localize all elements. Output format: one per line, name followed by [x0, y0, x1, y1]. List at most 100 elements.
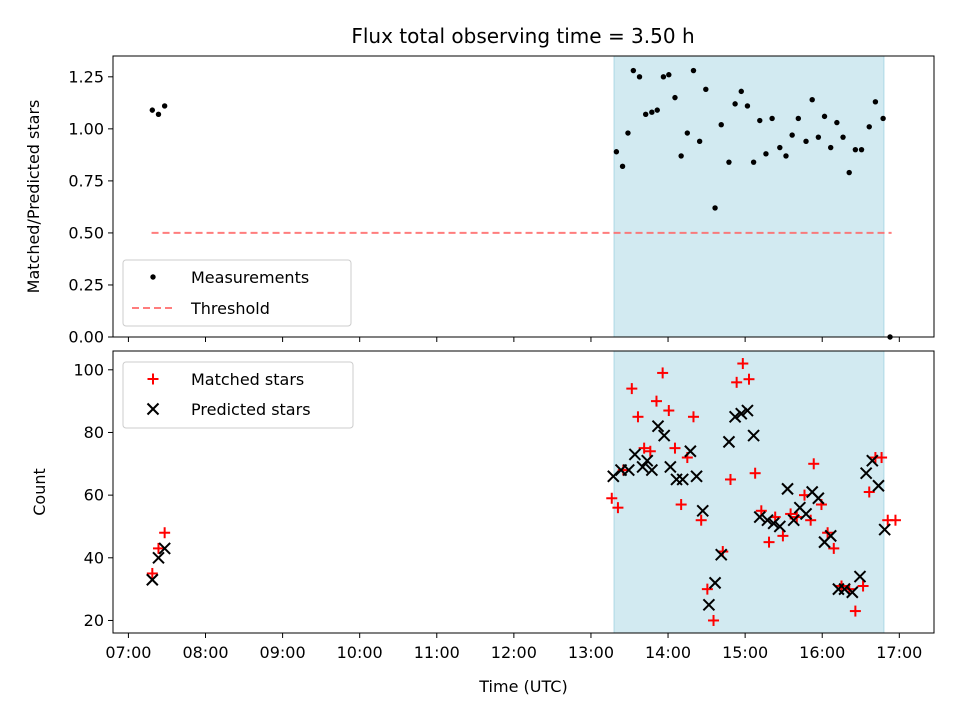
- bottom-panel: 20 40 60 80 100 07:00 08:00 09:00 10:00 11:00 12:…: [30, 350, 935, 696]
- top-ytick-label: 0.75: [68, 171, 104, 190]
- bottom-ytick-label: 100: [73, 360, 104, 379]
- measurement-point: [744, 103, 751, 109]
- measurement-point: [840, 134, 846, 140]
- measurement-point: [690, 67, 697, 74]
- predicted-star-point: [872, 479, 885, 492]
- bottom-ytick-label: 20: [84, 611, 104, 630]
- legend-matched-label: Matched stars: [191, 370, 304, 389]
- xtick-label: 08:00: [182, 643, 228, 662]
- measurement-point: [834, 119, 840, 126]
- predicted-star-point: [781, 482, 794, 496]
- predicted-star-point: [628, 448, 642, 461]
- top-observing-window-shade: [613, 55, 885, 338]
- legend-threshold-label: Threshold: [190, 299, 270, 318]
- predicted-star-point: [664, 460, 677, 474]
- measurement-point: [660, 74, 667, 80]
- measurement-point: [625, 130, 631, 136]
- predicted-star-point: [735, 407, 748, 420]
- bottom-ytick-label: 40: [84, 548, 104, 567]
- measurement-point: [783, 153, 789, 159]
- measurement-point: [795, 115, 802, 122]
- measurement-point: [636, 74, 643, 80]
- measurement-point: [846, 169, 852, 176]
- measurement-point: [866, 124, 872, 130]
- measurement-point: [872, 99, 879, 105]
- measurement-point: [678, 153, 684, 159]
- measurement-point: [649, 109, 655, 115]
- xtick-label: 16:00: [799, 643, 845, 662]
- predicted-star-point: [728, 410, 742, 424]
- predicted-star-point: [696, 504, 709, 518]
- measurement-point: [155, 111, 162, 117]
- predicted-star-point: [761, 513, 774, 527]
- xtick-label: 10:00: [337, 643, 383, 662]
- predicted-star-point: [812, 492, 825, 505]
- top-legend-box: [122, 259, 352, 327]
- xtick-label: 14:00: [645, 643, 691, 662]
- predicted-star-point: [708, 576, 722, 590]
- measurement-point: [769, 115, 775, 122]
- chart-title: Flux total observing time = 3.50 h: [351, 24, 694, 48]
- top-legend: Measurements Threshold: [122, 259, 352, 327]
- measurement-point: [726, 159, 732, 165]
- bottom-legend-box: [122, 361, 354, 429]
- legend-measurements-label: Measurements: [191, 268, 309, 287]
- top-ytick-label: 1.00: [68, 119, 104, 138]
- measurement-point: [763, 151, 769, 157]
- predicted-star-point: [690, 470, 703, 483]
- predicted-star-point: [636, 460, 649, 474]
- xtick-label: 12:00: [491, 643, 537, 662]
- predicted-star-point: [702, 598, 716, 612]
- measurement-point: [630, 67, 637, 74]
- measurement-point: [732, 101, 738, 107]
- bottom-axes-frame: [112, 350, 935, 634]
- top-y-ticks: 0.00 0.25 0.50 0.75 1.00 1.25: [68, 67, 113, 347]
- predicted-star-point: [722, 435, 736, 449]
- measurement-point: [757, 117, 763, 124]
- bottom-legend: Matched stars Predicted stars: [122, 361, 354, 429]
- measurement-point: [738, 88, 744, 95]
- measurement-point: [821, 113, 828, 120]
- predicted-star-point: [622, 463, 635, 477]
- predicted-star-point: [878, 523, 891, 536]
- predicted-star-point: [859, 466, 873, 480]
- top-ytick-label: 0.50: [68, 223, 104, 242]
- measurement-point: [642, 111, 649, 117]
- measurement-point: [672, 94, 678, 101]
- predicted-star-point: [866, 454, 879, 467]
- xtick-label: 17:00: [876, 643, 922, 662]
- legend-predicted-marker: [146, 402, 160, 416]
- xtick-label: 07:00: [105, 643, 151, 662]
- predicted-star-point: [641, 454, 654, 467]
- measurement-point: [803, 138, 809, 145]
- measurement-point: [619, 163, 626, 170]
- predicted-star-point: [753, 510, 766, 524]
- top-x-ticks: [127, 337, 900, 342]
- predicted-star-point: [645, 463, 659, 477]
- top-ytick-label: 1.25: [68, 67, 104, 86]
- top-y-axis-label: Matched/Predicted stars: [24, 100, 43, 294]
- measurement-point: [718, 121, 724, 128]
- x-axis-label: Time (UTC): [478, 677, 567, 696]
- predicted-star-point: [152, 551, 165, 565]
- predicted-star-point: [684, 445, 697, 458]
- predicted-star-point: [793, 501, 807, 514]
- xtick-label: 13:00: [568, 643, 614, 662]
- measurement-point: [852, 146, 859, 153]
- xtick-label: 09:00: [260, 643, 306, 662]
- bottom-y-axis-label: Count: [30, 468, 49, 516]
- bottom-x-ticks: 07:00 08:00 09:00 10:00 11:00 12:00 13:00 14:00…: [105, 633, 922, 662]
- predicted-star-point: [824, 529, 837, 543]
- xtick-label: 11:00: [414, 643, 460, 662]
- measurement-point: [815, 134, 822, 140]
- top-ytick-label: 0.25: [68, 275, 104, 294]
- predicted-star-point: [146, 573, 159, 586]
- xtick-label: 15:00: [722, 643, 768, 662]
- predicted-star-point: [741, 404, 754, 417]
- measurement-point: [696, 138, 703, 145]
- predicted-star-point: [657, 429, 671, 442]
- measurement-point: [684, 130, 691, 136]
- predicted-star-point: [676, 473, 689, 486]
- predicted-star-point: [651, 419, 665, 433]
